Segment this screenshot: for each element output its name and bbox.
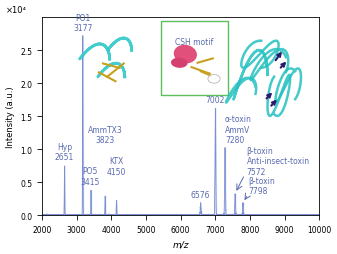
Text: Hyp
2651: Hyp 2651 <box>55 142 74 162</box>
Text: β-toxin
7798: β-toxin 7798 <box>248 176 275 196</box>
Text: CSH motif: CSH motif <box>175 38 214 46</box>
Text: 6576: 6576 <box>191 190 210 199</box>
Y-axis label: Intensity (a.u.): Intensity (a.u.) <box>5 86 14 148</box>
Text: PO5
3415: PO5 3415 <box>81 166 100 186</box>
X-axis label: m/z: m/z <box>173 240 189 248</box>
Text: β-toxin
Anti-insect-toxin
7572: β-toxin Anti-insect-toxin 7572 <box>246 146 310 176</box>
Text: α-toxin
AmmIII
7002: α-toxin AmmIII 7002 <box>202 75 229 105</box>
Text: ×10⁴: ×10⁴ <box>6 6 27 14</box>
Text: PO1
3177: PO1 3177 <box>73 13 92 33</box>
FancyBboxPatch shape <box>161 22 228 95</box>
Text: KTX
4150: KTX 4150 <box>107 157 126 176</box>
Text: α-toxin
AmmV
7280: α-toxin AmmV 7280 <box>225 115 252 145</box>
Text: AmmTX3
3823: AmmTX3 3823 <box>88 125 123 145</box>
